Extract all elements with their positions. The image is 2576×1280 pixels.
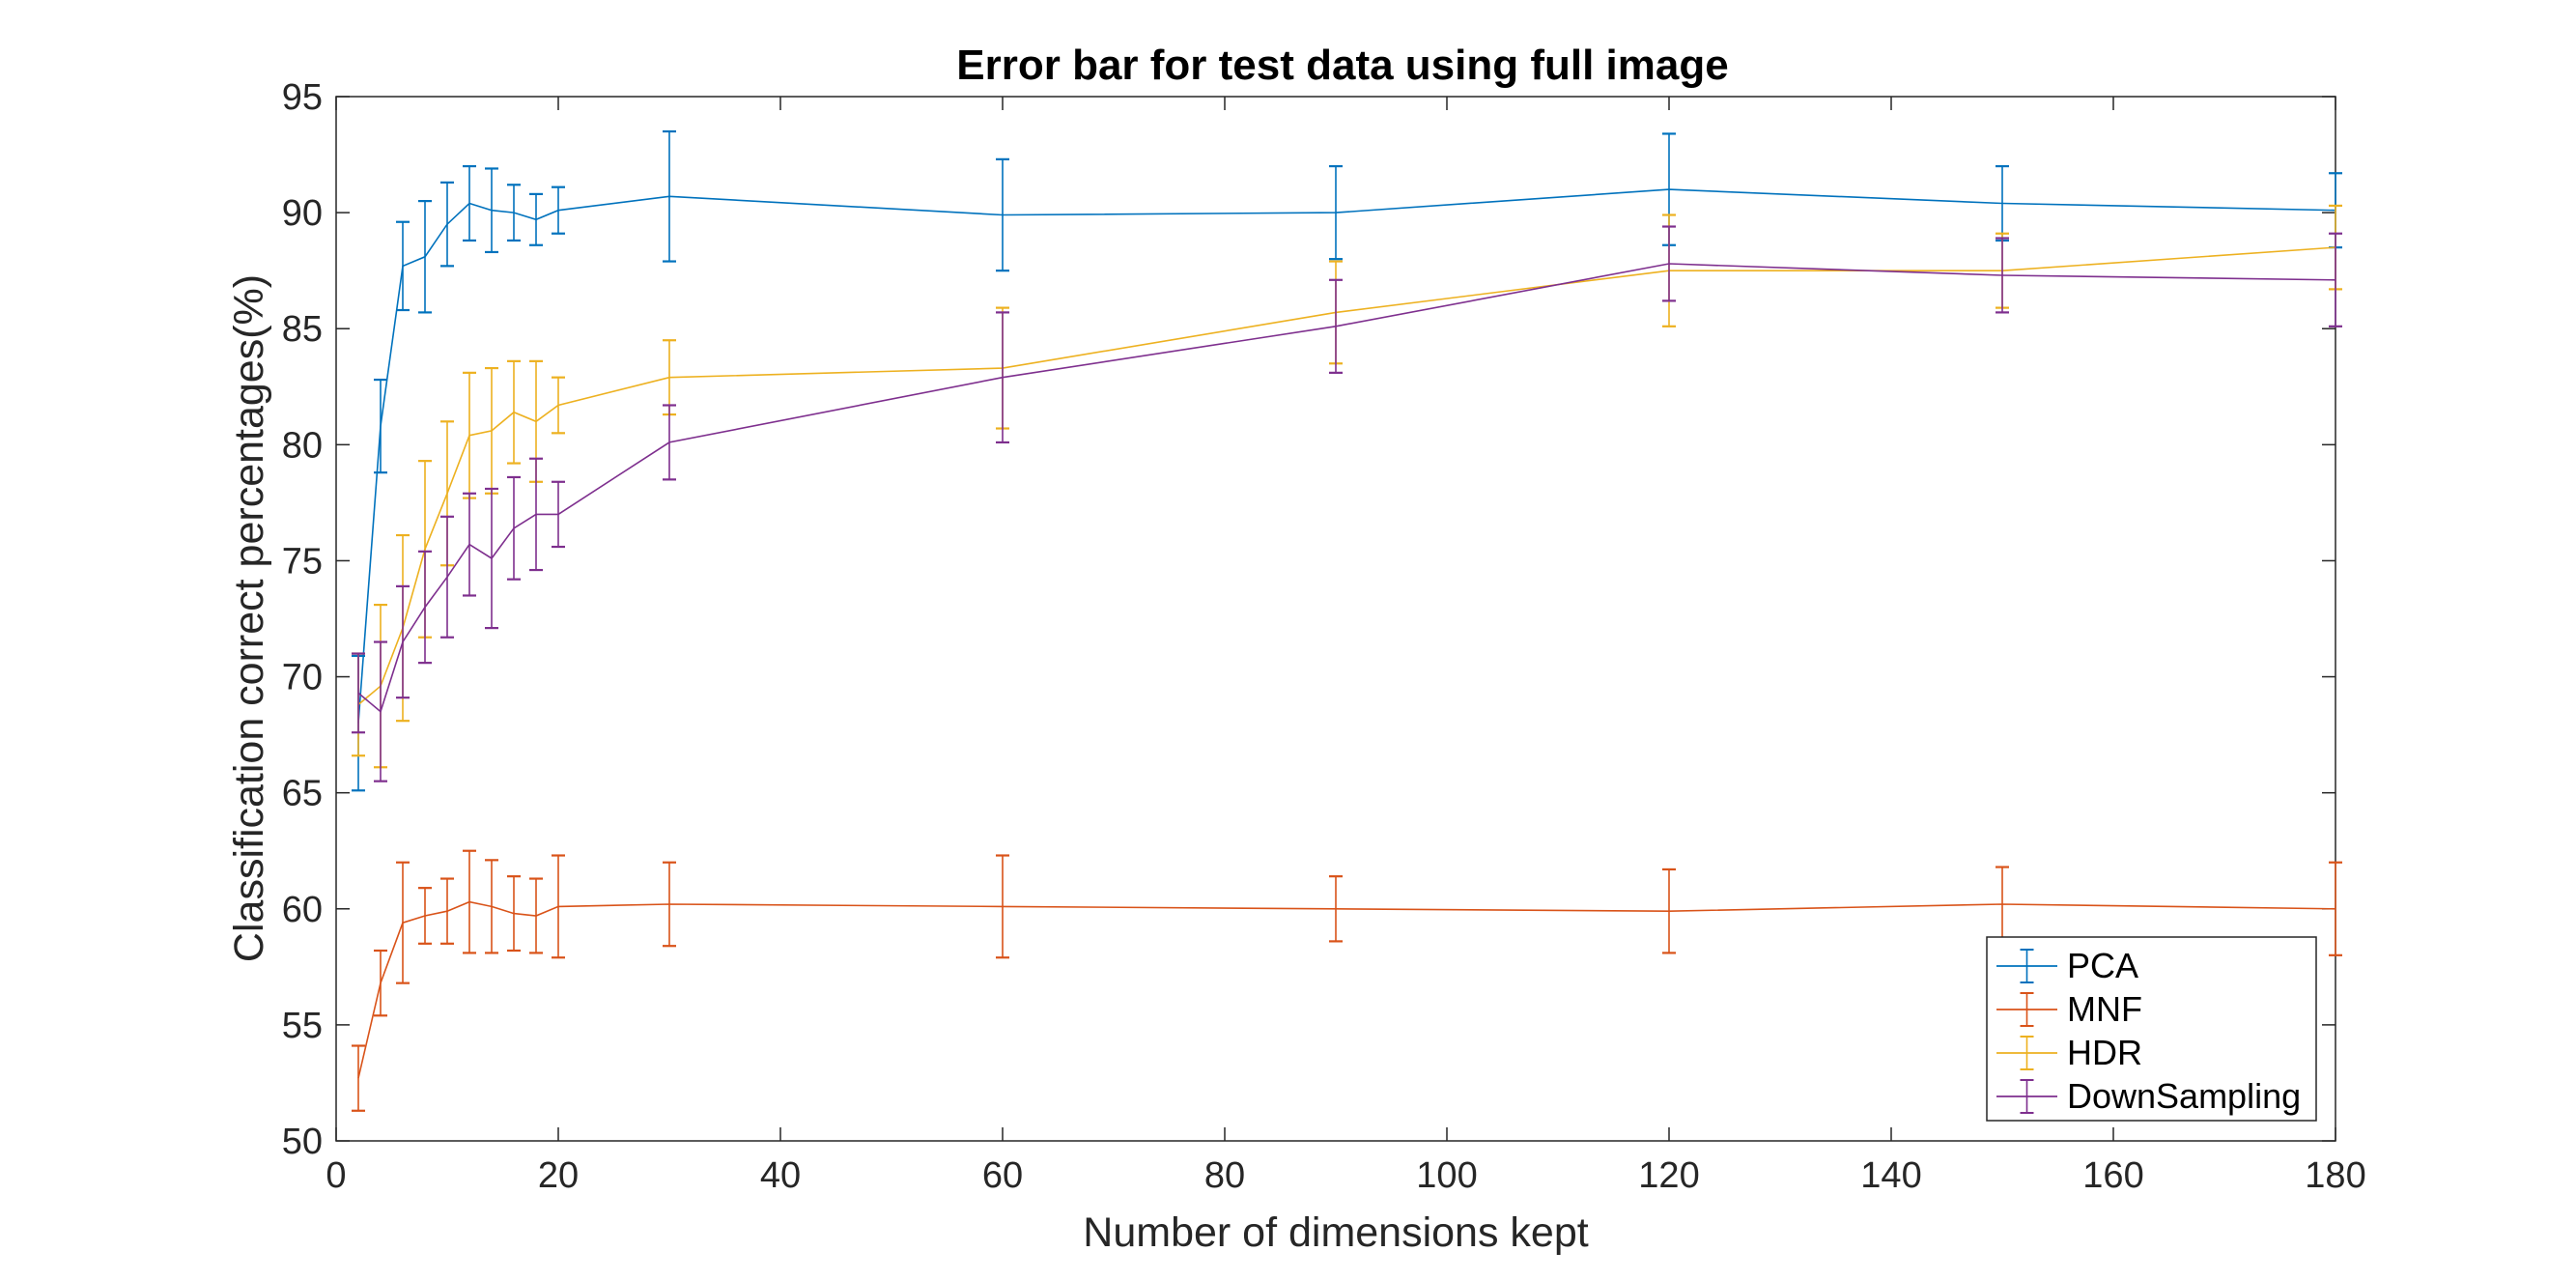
error-bar-downsampling [352,652,365,734]
error-bar-mnf [440,877,454,945]
x-tick-label: 100 [1416,1155,1477,1196]
error-bar-pca [418,200,432,314]
y-tick-label: 65 [282,774,323,814]
series-line-downsampling [357,263,2336,713]
error-bar-downsampling [2329,232,2342,327]
y-tick-label: 90 [282,193,323,234]
error-bar-mnf [463,849,476,954]
error-bar-mnf [485,859,498,954]
legend-item-downsampling: DownSampling [1996,1076,2301,1116]
error-bar-pca [440,181,454,268]
error-bar-downsampling [1329,278,1343,374]
x-tick-label: 160 [2082,1155,2143,1196]
y-tick-label: 85 [282,309,323,350]
error-bar-mnf [418,887,432,945]
legend-box [1986,936,2317,1122]
error-bar-downsampling [1996,237,2009,314]
error-bar-pca [996,157,1009,272]
error-bar-downsampling [463,492,476,597]
error-bar-mnf [663,861,676,948]
legend-item-hdr: HDR [1996,1033,2142,1072]
error-bar-downsampling [507,475,521,581]
legend-item-mnf: MNF [1996,989,2142,1029]
error-bar-downsampling [1662,225,1676,302]
x-tick-label: 120 [1638,1155,1699,1196]
error-bar-pca [1329,164,1343,261]
error-bar-pca [529,192,543,246]
error-bar-pca [507,184,521,242]
x-tick-label: 40 [760,1155,801,1196]
error-bar-mnf [996,854,1009,959]
error-bar-downsampling [440,515,454,639]
error-bar-pca [552,185,565,235]
x-tick-label: 0 [326,1155,346,1196]
error-bar-pca [374,378,387,474]
y-tick-label: 50 [282,1122,323,1162]
error-bar-mnf [396,861,410,984]
error-bar-downsampling [418,550,432,665]
legend: PCA MNF HDR DownSampling [1986,936,2317,1122]
error-bar-mnf [1662,868,1676,954]
y-tick-label: 75 [282,541,323,582]
x-tick-label: 80 [1204,1155,1245,1196]
error-bar-downsampling [996,311,1009,444]
x-tick-label: 60 [982,1155,1023,1196]
legend-label: PCA [2067,946,2138,985]
legend-item-pca: PCA [1996,946,2138,985]
series-line-mnf [357,900,2336,1079]
legend-label: MNF [2067,989,2142,1029]
x-axis-ticks: 0 20 40 60 80 100 120 140 160 180 [326,97,2366,1196]
x-tick-label: 140 [1860,1155,1921,1196]
y-tick-label: 80 [282,425,323,466]
legend-label: HDR [2067,1033,2142,1072]
chart-title: Error bar for test data using full image [956,42,1728,89]
y-tick-label: 55 [282,1006,323,1046]
error-bar-mnf [552,854,565,959]
error-bar-downsampling [485,487,498,630]
error-bar-pca [485,167,498,254]
error-bar-mnf [374,949,387,1017]
series-line-pca [357,188,2336,724]
x-tick-label: 180 [2305,1155,2365,1196]
error-bar-downsampling [529,457,543,572]
error-bar-mnf [2329,861,2342,956]
error-bar-downsampling [374,640,387,782]
y-axis-ticks: 50 55 60 65 70 75 80 85 90 95 [282,77,2335,1162]
plot-area-frame [335,96,2336,1142]
error-bar-mnf [1329,875,1343,943]
error-bar-downsampling [552,480,565,549]
y-axis-label: Classification correct percentages(%) [226,274,272,962]
y-tick-label: 70 [282,658,323,698]
legend-label: DownSampling [2067,1076,2301,1116]
series-layer [352,129,2342,1112]
error-bar-pca [396,220,410,312]
error-bar-mnf [529,877,543,954]
error-bar-mnf [507,875,521,953]
error-bar-pca [463,164,476,242]
series-line-hdr [357,246,2336,706]
x-tick-label: 20 [538,1155,579,1196]
error-bar-downsampling [396,584,410,699]
x-axis-label: Number of dimensions kept [1083,1209,1588,1256]
error-bar-mnf [352,1044,365,1112]
error-bar-hdr [552,376,565,435]
y-tick-label: 95 [282,77,323,118]
series-downsampling [352,225,2342,782]
y-tick-label: 60 [282,890,323,930]
error-bar-hdr [507,359,521,465]
error-bar-pca [663,129,676,263]
error-bar-downsampling [663,404,676,481]
